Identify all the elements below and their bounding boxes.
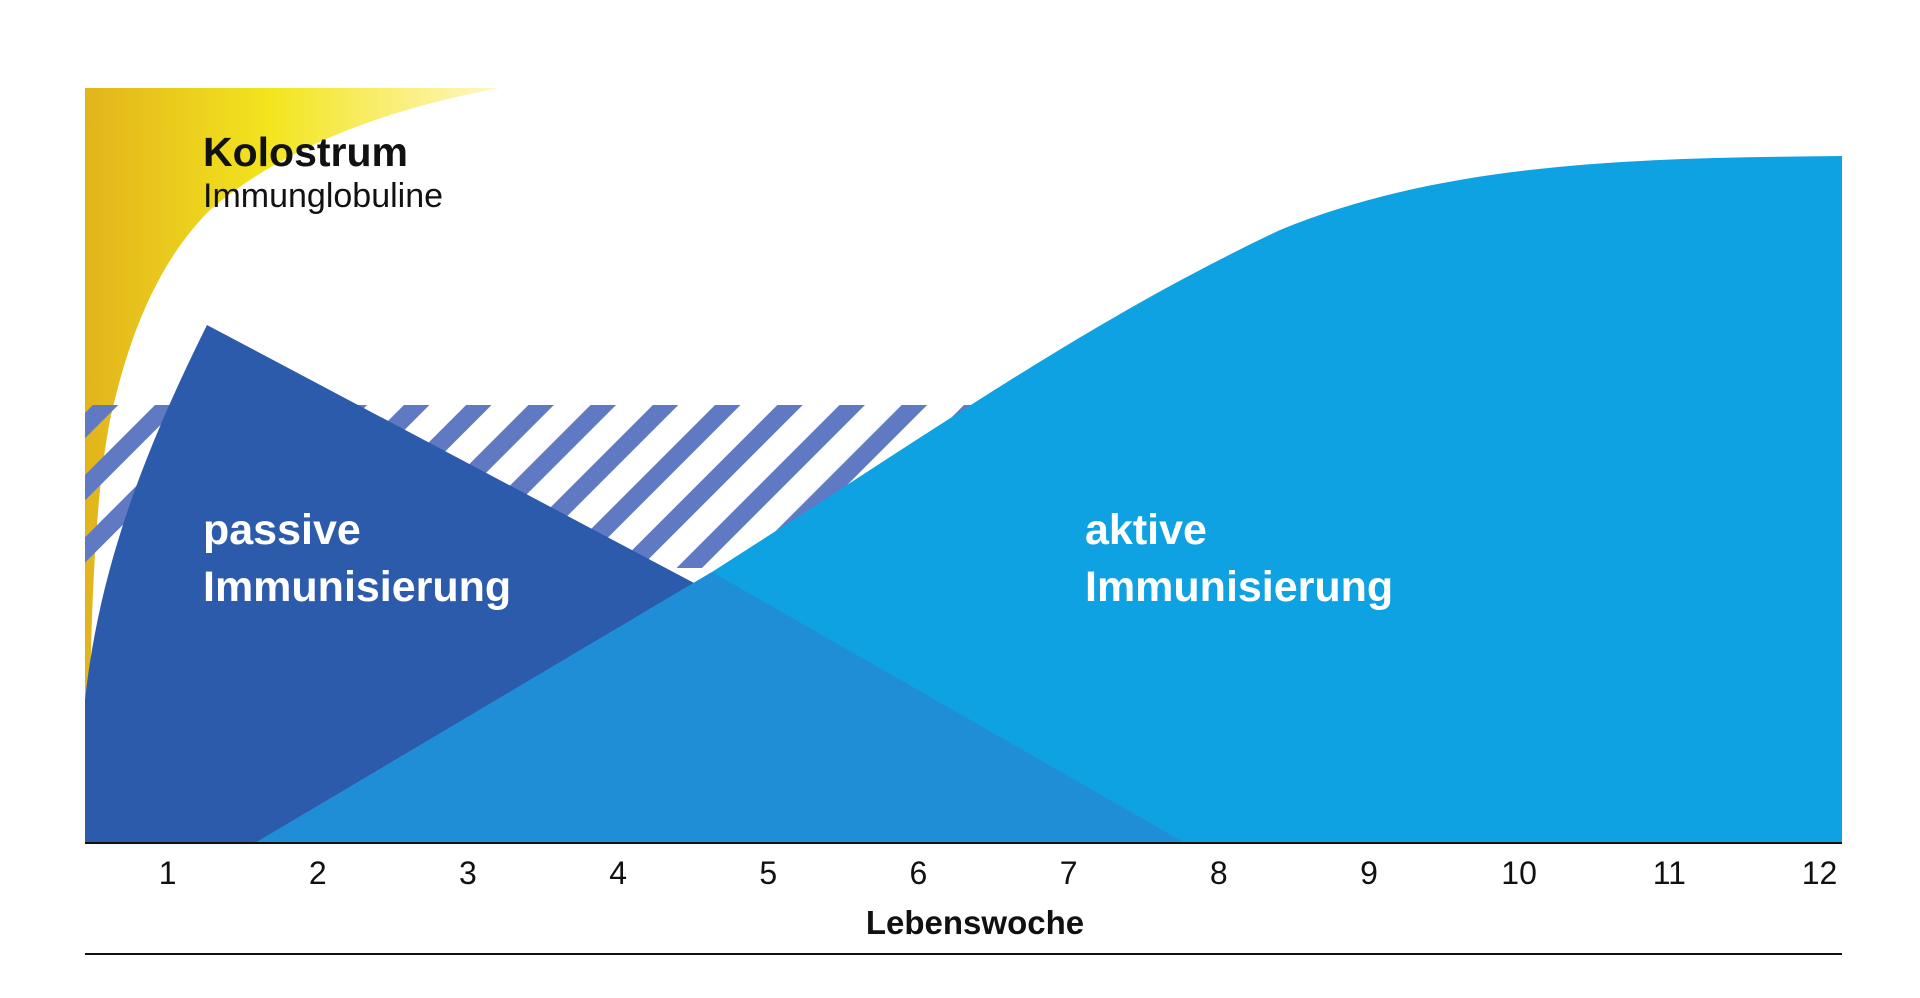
passive-label-line2: Immunisierung bbox=[203, 563, 511, 611]
x-tick-label: 1 bbox=[159, 855, 177, 891]
x-tick-label: 5 bbox=[759, 855, 777, 891]
x-tick-label: 10 bbox=[1501, 855, 1537, 891]
x-tick-label: 2 bbox=[309, 855, 327, 891]
active-label-line2: Immunisierung bbox=[1085, 563, 1393, 611]
kolostrum-title: Kolostrum bbox=[203, 129, 408, 175]
x-tick-label: 7 bbox=[1060, 855, 1078, 891]
active-label-line1: aktive bbox=[1085, 506, 1207, 554]
x-axis-label: Lebenswoche bbox=[866, 904, 1084, 941]
x-tick-label: 12 bbox=[1802, 855, 1838, 891]
x-tick-label: 4 bbox=[609, 855, 627, 891]
x-tick-labels: 1 2 3 4 5 6 7 8 9 10 11 12 bbox=[159, 855, 1838, 891]
x-tick-label: 9 bbox=[1360, 855, 1378, 891]
kolostrum-subtitle: Immunglobuline bbox=[203, 177, 443, 215]
overlap-area bbox=[255, 572, 1185, 843]
x-tick-label: 6 bbox=[910, 855, 928, 891]
x-tick-label: 8 bbox=[1210, 855, 1228, 891]
x-tick-label: 3 bbox=[459, 855, 477, 891]
colostrum-area bbox=[85, 88, 500, 840]
passive-label-line1: passive bbox=[203, 506, 361, 554]
x-tick-label: 11 bbox=[1653, 855, 1686, 891]
